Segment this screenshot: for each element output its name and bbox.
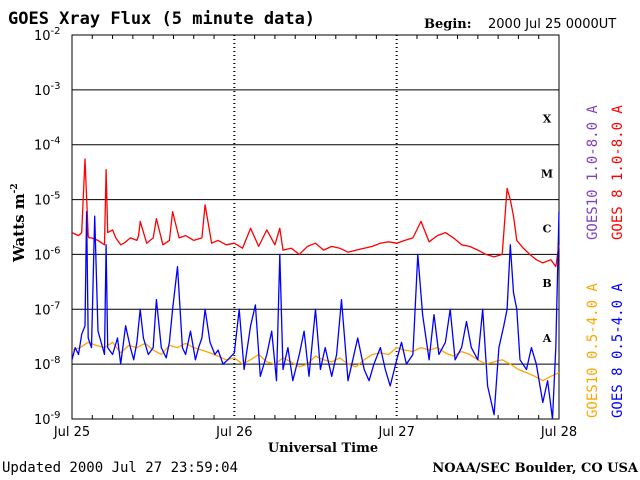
y-tick-exponent: -9 [51, 410, 61, 421]
plot-area: 10-210-310-410-510-610-710-810-9 Jul 25 J… [34, 26, 577, 440]
y-tick-label: 10-6 [34, 245, 61, 263]
flare-class-label: M [541, 167, 553, 180]
y-tick-label: 10-3 [34, 81, 61, 99]
legend: GOES10 1.0-8.0 A GOES10 0.5-4.0 A GOES 8 1… [585, 105, 626, 418]
y-tick-exponent: -4 [51, 136, 61, 147]
y-tick-base: 10 [34, 358, 51, 373]
series-lines [71, 158, 560, 420]
chart-title: GOES Xray Flux (5 minute data) [8, 9, 315, 29]
y-tick-exponent: -5 [51, 191, 61, 202]
legend-entry: GOES 8 0.5-4.0 A [610, 283, 626, 418]
y-tick-label: 10-5 [34, 191, 61, 209]
y-tick-base: 10 [34, 29, 51, 44]
y-tick-base: 10 [34, 139, 51, 154]
x-tick-label: Jul 27 [377, 425, 414, 440]
x-tick-label: Jul 25 [53, 425, 90, 440]
legend-entry: GOES 8 1.0-8.0 A [610, 105, 626, 240]
data-source: NOAA/SEC Boulder, CO USA [432, 461, 639, 476]
x-tick-label: Jul 26 [215, 425, 252, 440]
y-tick-exponent: -3 [51, 81, 61, 92]
legend-entry: GOES10 0.5-4.0 A [585, 283, 601, 418]
y-tick-label: 10-2 [34, 26, 61, 44]
y-tick-base: 10 [34, 413, 51, 428]
y-tick-base: 10 [34, 248, 51, 263]
flare-class-labels: X M C B A [541, 113, 553, 345]
x-tick-labels: Jul 25 Jul 26 Jul 27 Jul 28 [53, 425, 577, 440]
vertical-grid [91, 35, 540, 419]
flare-class-label: A [542, 332, 552, 345]
y-tick-label: 10-7 [34, 300, 61, 318]
y-tick-base: 10 [34, 84, 51, 99]
y-tick-label: 10-8 [34, 355, 61, 373]
y-tick-exponent: -2 [51, 26, 61, 37]
y-tick-labels: 10-210-310-410-510-610-710-810-9 [34, 26, 61, 428]
y-tick-exponent: -6 [51, 245, 61, 256]
horizontal-grid [72, 89, 559, 365]
legend-entry: GOES10 1.0-8.0 A [585, 105, 601, 240]
x-tick-label: Jul 28 [540, 425, 577, 440]
series-line [71, 211, 560, 420]
flare-class-label: C [543, 222, 552, 235]
y-axis-label-exponent: -2 [10, 183, 20, 193]
y-axis-label-text: Watts m [10, 193, 28, 263]
begin-value: 2000 Jul 25 0000UT [488, 17, 616, 32]
y-tick-exponent: -8 [51, 355, 61, 366]
updated-timestamp: Updated 2000 Jul 27 23:59:04 [2, 460, 238, 476]
flare-class-label: X [543, 113, 552, 126]
y-tick-base: 10 [34, 194, 51, 209]
y-tick-base: 10 [34, 303, 51, 318]
series-line [71, 158, 560, 268]
y-tick-exponent: -7 [51, 300, 61, 311]
y-tick-label: 10-4 [34, 136, 61, 154]
y-axis-label: Watts m-2 [10, 183, 28, 263]
y-tick-label: 10-9 [34, 410, 61, 428]
flare-class-label: B [542, 277, 551, 290]
begin-label: Begin: [424, 17, 472, 32]
x-axis-label: Universal Time [268, 441, 378, 456]
